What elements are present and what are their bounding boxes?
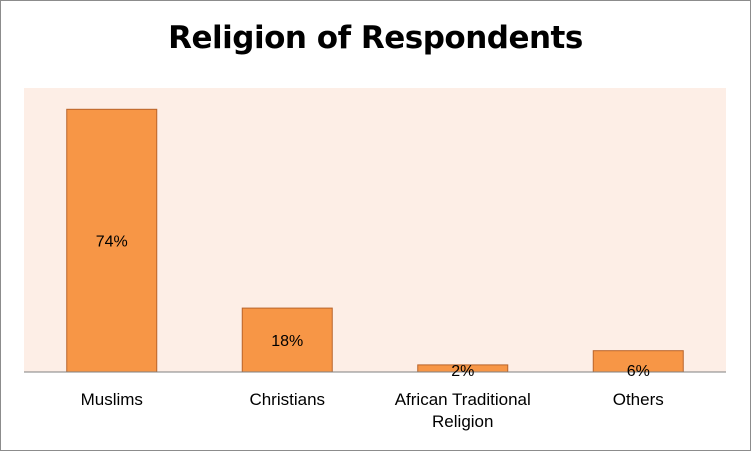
bar-0 — [66, 108, 158, 373]
data-label-2: 2% — [451, 363, 474, 380]
category-label-3: Others — [613, 390, 664, 409]
category-label-0: Muslims — [81, 390, 143, 409]
data-label-3: 6% — [627, 363, 650, 380]
data-label-0: 74% — [96, 234, 128, 251]
bar-1 — [241, 307, 333, 373]
chart-title: Religion of Respondents — [168, 20, 583, 56]
category-label-2: African Traditional Religion — [395, 390, 531, 431]
data-label-1: 18% — [271, 333, 303, 350]
category-label-1: Christians — [249, 390, 325, 409]
